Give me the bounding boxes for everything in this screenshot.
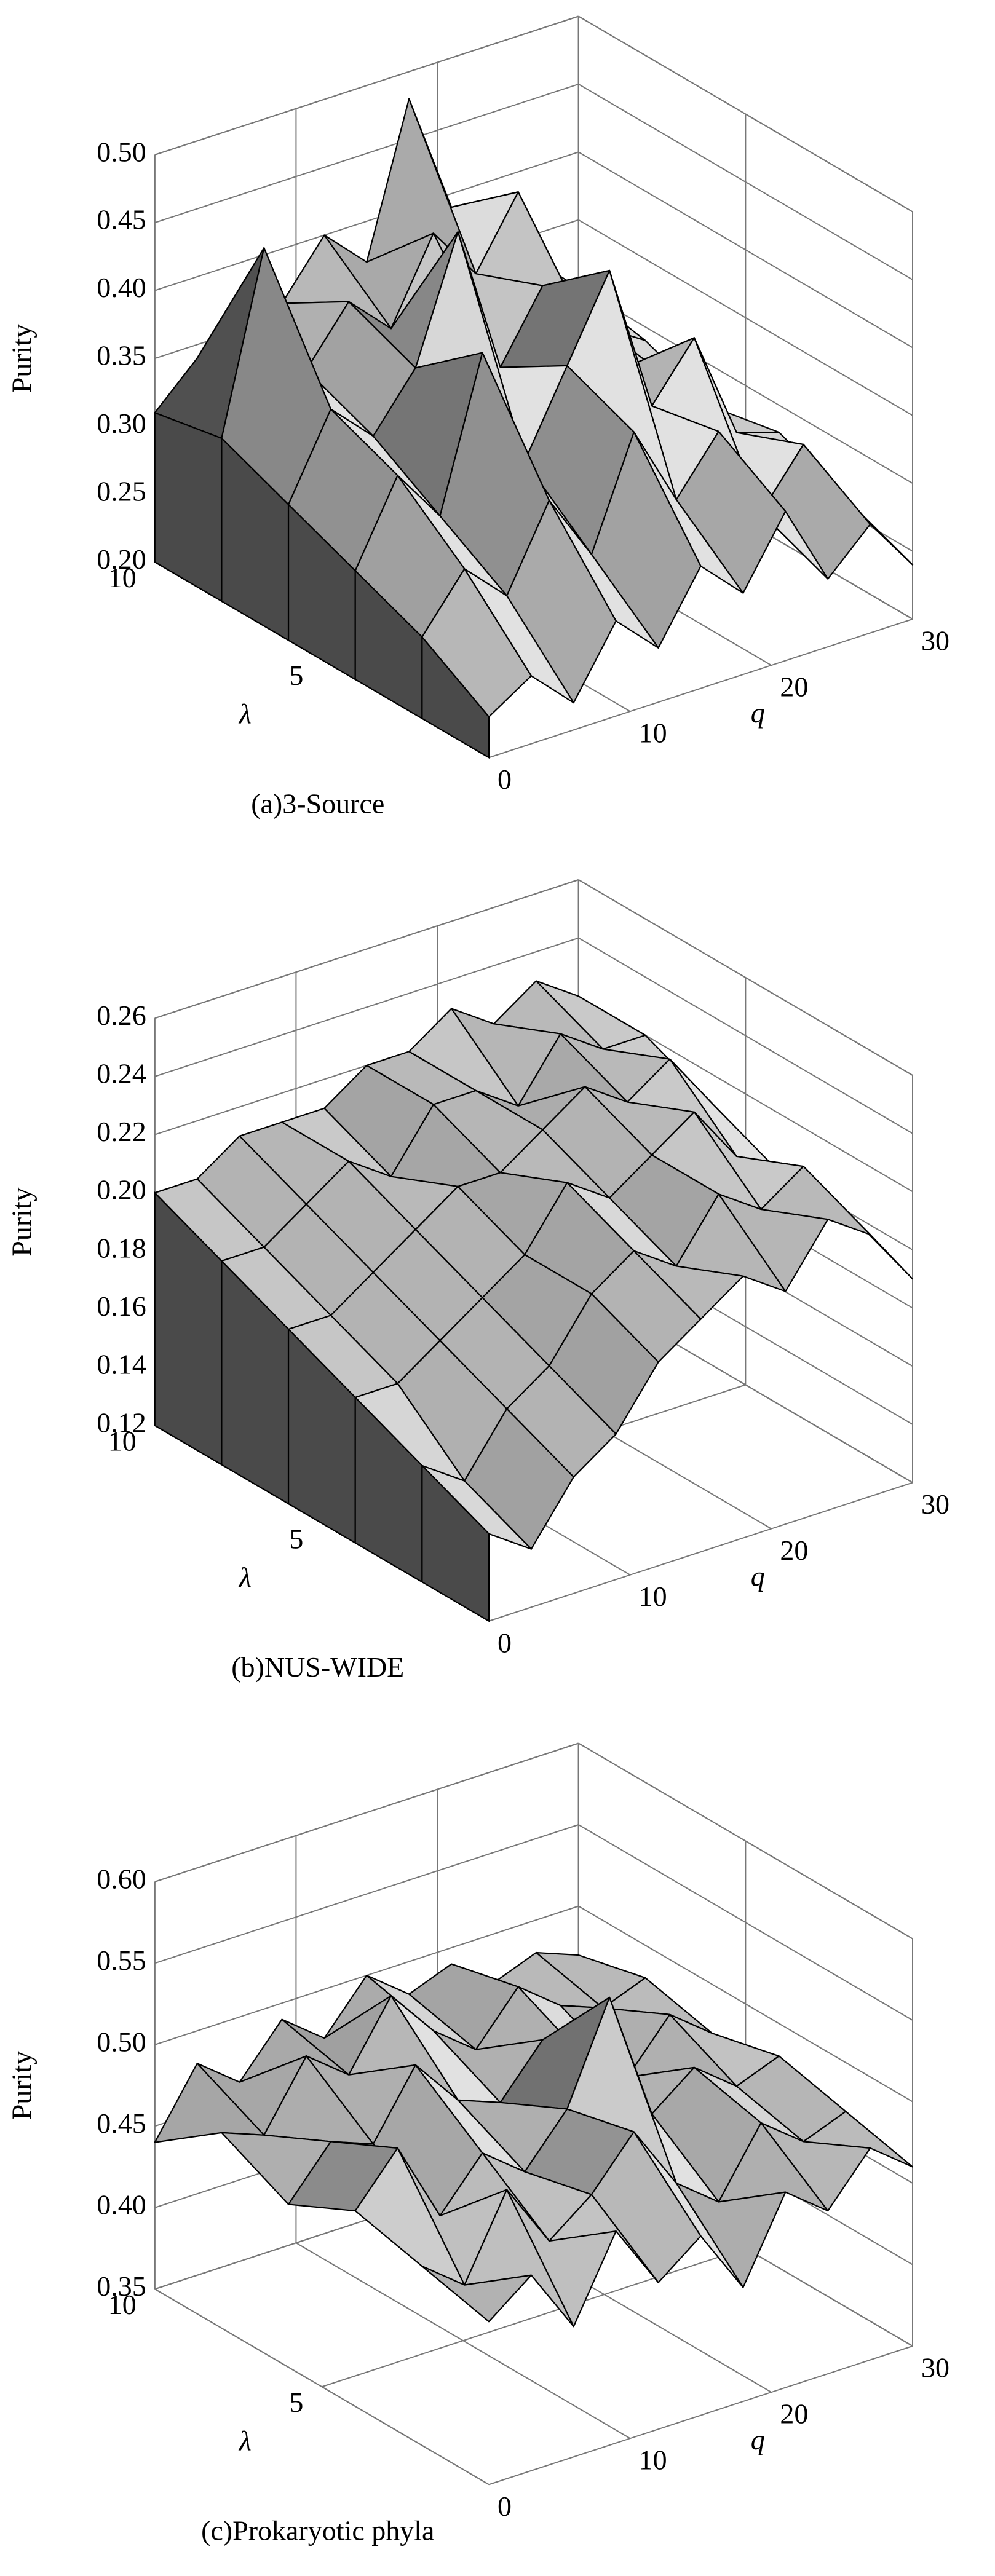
x-tick-label: 30 xyxy=(921,1488,949,1520)
x-tick-label: 0 xyxy=(498,1627,512,1658)
panel: 0.20 0.25 0.30 0.35 0.40 0.45 0.50 0 10 20 30 5 10 Pu… xyxy=(6,15,949,819)
z-axis-label: Purity xyxy=(6,2051,37,2120)
z-tick-label: 0.20 xyxy=(97,1174,146,1206)
x-tick-label: 10 xyxy=(639,2444,667,2476)
y-tick-label: 5 xyxy=(289,2387,303,2418)
z-tick-label: 0.16 xyxy=(97,1290,146,1322)
x-axis-label: q xyxy=(751,697,765,729)
z-tick-label: 0.12 xyxy=(97,1407,146,1438)
z-tick-label: 0.20 xyxy=(97,543,146,575)
surface-facet xyxy=(421,2266,533,2323)
grid-line xyxy=(154,937,579,1077)
x-tick-label: 10 xyxy=(639,717,667,749)
x-tick-label: 0 xyxy=(498,2491,512,2522)
z-tick-label: 0.26 xyxy=(97,1000,146,1031)
z-tick-label: 0.25 xyxy=(97,475,146,507)
y-axis-label: λ xyxy=(238,1562,252,1593)
grid-line xyxy=(322,2248,746,2388)
z-tick-label: 0.14 xyxy=(97,1349,146,1380)
y-tick-label: 5 xyxy=(289,660,303,691)
y-axis-label: λ xyxy=(238,698,252,730)
z-axis-label: Purity xyxy=(6,1187,37,1256)
z-tick-label: 0.40 xyxy=(97,272,146,303)
x-tick-label: 30 xyxy=(921,2352,949,2384)
z-tick-label: 0.50 xyxy=(97,2026,146,2057)
z-tick-label: 0.18 xyxy=(97,1232,146,1263)
x-tick-label: 0 xyxy=(498,764,512,795)
x-tick-label: 10 xyxy=(639,1581,667,1612)
y-tick-label: 10 xyxy=(108,2289,137,2320)
z-tick-label: 0.22 xyxy=(97,1116,146,1147)
grid-line xyxy=(154,879,579,1019)
x-axis-label: q xyxy=(751,1561,765,1592)
caption: (a)3-Source xyxy=(251,788,384,819)
caption: (b)NUS-WIDE xyxy=(231,1651,404,1683)
box-edge xyxy=(488,2345,913,2486)
surface-skirt xyxy=(154,411,223,603)
z-tick-label: 0.45 xyxy=(97,2108,146,2139)
x-tick-label: 20 xyxy=(780,671,808,703)
panel: 0.35 0.40 0.45 0.50 0.55 0.60 0 10 20 30 5 10 Purity… xyxy=(6,1742,949,2546)
surface-skirt xyxy=(421,635,490,759)
panel: 0.12 0.14 0.16 0.18 0.20 0.22 0.24 0.26 0 10 20 30 5… xyxy=(6,879,949,1683)
grid-line xyxy=(154,15,579,156)
x-tick-label: 20 xyxy=(780,2398,808,2430)
x-tick-label: 30 xyxy=(921,625,949,657)
y-tick-label: 5 xyxy=(289,1523,303,1554)
x-tick-label: 20 xyxy=(780,1535,808,1566)
grid-line xyxy=(154,1824,579,1964)
z-tick-label: 0.50 xyxy=(97,136,146,167)
z-tick-label: 0.60 xyxy=(97,1863,146,1894)
z-tick-label: 0.30 xyxy=(97,408,146,439)
grid-line xyxy=(154,151,579,291)
grid-line xyxy=(154,83,579,224)
box-edge xyxy=(488,1482,913,1622)
z-tick-label: 0.45 xyxy=(97,204,146,235)
z-tick-label: 0.35 xyxy=(97,340,146,371)
y-tick-label: 10 xyxy=(108,562,137,593)
z-axis-label: Purity xyxy=(6,324,37,393)
x-axis-label: q xyxy=(751,2424,765,2455)
z-tick-label: 0.55 xyxy=(97,1945,146,1976)
z-tick-label: 0.40 xyxy=(97,2189,146,2220)
grid-line xyxy=(154,1742,579,1883)
z-tick-label: 0.24 xyxy=(97,1057,146,1089)
caption: (c)Prokaryotic phyla xyxy=(201,2515,434,2546)
box-edge xyxy=(488,618,913,759)
surface-skirt xyxy=(421,1464,490,1622)
y-axis-label: λ xyxy=(238,2425,252,2457)
y-tick-label: 10 xyxy=(108,1425,137,1456)
z-tick-label: 0.35 xyxy=(97,2270,146,2302)
